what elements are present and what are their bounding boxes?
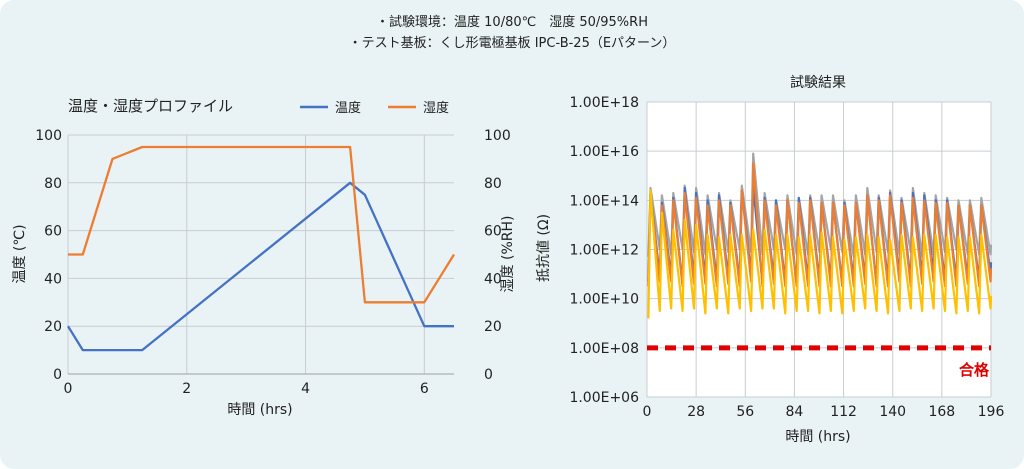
profile-tick-labels: 0 20 40 60 80 100 0 20 40 60 80 100 0 2 4 6 (35, 128, 510, 397)
result-chart-title: 試験結果 (790, 75, 846, 91)
result-ytick-label: 1.00E+10 (569, 292, 639, 308)
profile-y2label: 湿度 (%RH) (500, 216, 516, 293)
profile-legend: 温度 湿度 (300, 100, 449, 116)
profile-ytick-label: 40 (44, 271, 62, 287)
pass-label: 合格 (958, 361, 990, 379)
result-xtick-label: 84 (786, 404, 804, 420)
pass-threshold: 合格 (647, 345, 991, 379)
profile-ytick-label: 0 (53, 367, 62, 383)
profile-y2tick-label: 80 (484, 176, 502, 192)
legend-temperature-label: 温度 (335, 100, 361, 116)
result-series-line (647, 189, 993, 319)
result-xlabel: 時間 (hrs) (785, 429, 850, 445)
profile-series-line (67, 181, 454, 352)
result-ytick-label: 1.00E+06 (569, 390, 639, 406)
profile-xtick-label: 2 (182, 381, 191, 397)
result-xtick-label: 28 (687, 404, 705, 420)
profile-y2tick-label: 100 (484, 128, 511, 144)
result-ytick-label: 1.00E+08 (569, 341, 639, 357)
result-series (647, 152, 993, 319)
test-environment-line: ・試験環境：温度 10/80℃ 湿度 50/95%RH (376, 15, 648, 30)
result-xtick-label: 140 (879, 404, 906, 420)
profile-ytick-label: 80 (44, 176, 62, 192)
result-ylabel: 抵抗値 (Ω) (536, 214, 552, 282)
profile-ytick-label: 20 (44, 319, 62, 335)
result-xtick-label: 56 (736, 404, 754, 420)
profile-xtick-label: 6 (420, 381, 429, 397)
result-tick-labels: 1.00E+06 1.00E+08 1.00E+10 1.00E+12 1.00E+14… (569, 95, 1004, 420)
profile-ylabel: 温度 (℃) (12, 224, 28, 283)
result-xtick-label: 168 (928, 404, 955, 420)
profile-gridlines (67, 134, 454, 375)
test-board-line: ・テスト基板：くし形電極基板 IPC-B-25（Eパターン） (348, 36, 676, 51)
profile-ytick-label: 100 (35, 128, 62, 144)
profile-ytick-label: 60 (44, 224, 62, 240)
result-xtick-label: 196 (978, 404, 1005, 420)
profile-xtick-label: 0 (64, 381, 73, 397)
result-ytick-label: 1.00E+12 (569, 243, 639, 259)
result-ytick-label: 1.00E+18 (569, 95, 639, 111)
profile-y2tick-label: 40 (484, 271, 502, 287)
result-xtick-label: 0 (643, 404, 652, 420)
profile-y2tick-label: 20 (484, 319, 502, 335)
result-xtick-label: 112 (830, 404, 857, 420)
profile-xlabel: 時間 (hrs) (227, 402, 292, 418)
profile-series (67, 145, 455, 352)
test-conditions: ・試験環境：温度 10/80℃ 湿度 50/95%RH ・テスト基板：くし形電極… (0, 12, 1024, 54)
legend-humidity-label: 湿度 (423, 100, 449, 116)
profile-y2tick-label: 60 (484, 224, 502, 240)
profile-y2tick-label: 0 (484, 367, 493, 383)
result-ytick-label: 1.00E+14 (569, 193, 639, 209)
result-ytick-label: 1.00E+16 (569, 144, 639, 160)
profile-chart-title: 温度・湿度プロファイル (68, 97, 233, 115)
profile-xtick-label: 4 (301, 381, 310, 397)
profile-series-line (68, 145, 455, 304)
